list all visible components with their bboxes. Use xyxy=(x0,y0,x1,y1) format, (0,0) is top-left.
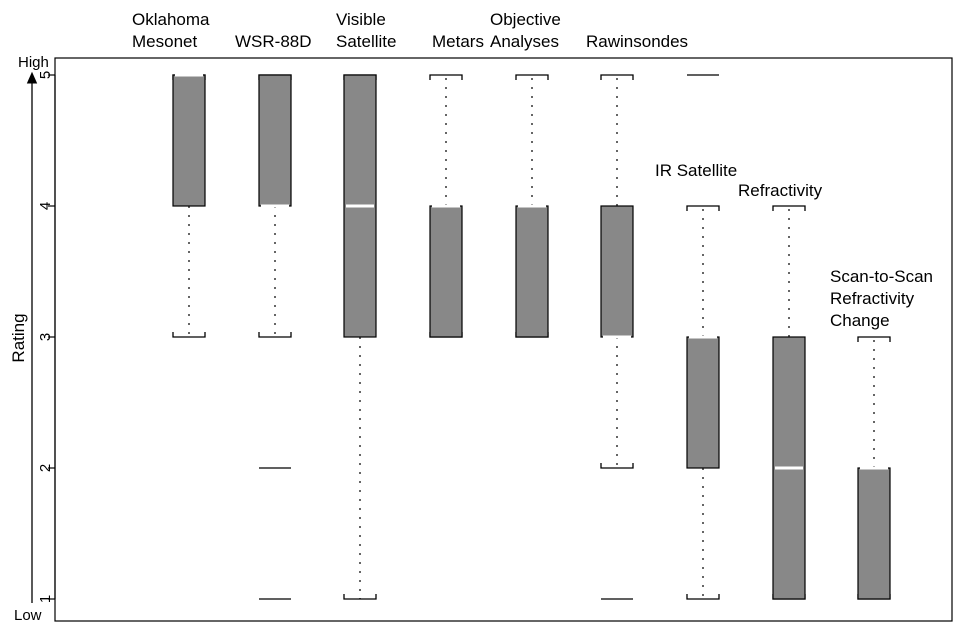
y-tick-label: 1 xyxy=(37,595,54,603)
box-5 xyxy=(600,74,634,600)
y-axis: 1 2 3 4 5 xyxy=(37,71,56,603)
boxes xyxy=(172,73,891,600)
upper-cap xyxy=(772,205,806,211)
y-tick-label: 5 xyxy=(37,71,54,79)
iqr-box xyxy=(857,467,891,600)
box-1 xyxy=(258,74,292,600)
box-8 xyxy=(857,336,891,600)
category-label: Refractivity xyxy=(830,289,915,308)
upper-cap xyxy=(429,74,463,80)
y-tick-label: 2 xyxy=(37,464,54,472)
iqr-box xyxy=(172,74,206,207)
iqr-box xyxy=(600,205,634,338)
box-4 xyxy=(515,74,549,338)
category-label: Objective xyxy=(490,10,561,29)
category-labels: Oklahoma Mesonet WSR-88D Visible Satellite Me… xyxy=(132,10,933,330)
category-label: Visible xyxy=(336,10,386,29)
lower-cap xyxy=(258,332,292,338)
y-tick-label: 3 xyxy=(37,333,54,341)
upper-cap xyxy=(600,74,634,80)
category-label: Metars xyxy=(432,32,484,51)
lower-cap xyxy=(686,594,720,600)
category-label: Rawinsondes xyxy=(586,32,688,51)
box-7 xyxy=(772,205,806,600)
category-label: Refractivity xyxy=(738,181,823,200)
upper-cap xyxy=(857,336,891,342)
category-label: Scan-to-Scan xyxy=(830,267,933,286)
category-label: WSR-88D xyxy=(235,32,312,51)
iqr-box xyxy=(258,74,292,207)
category-label: Analyses xyxy=(490,32,559,51)
category-label: Change xyxy=(830,311,890,330)
low-label: Low xyxy=(14,607,42,624)
box-0 xyxy=(172,73,206,338)
category-label: Satellite xyxy=(336,32,396,51)
y-axis-label: Rating xyxy=(9,313,28,362)
y-tick-label: 4 xyxy=(37,202,54,210)
high-label: High xyxy=(18,54,49,71)
upper-cap xyxy=(686,205,720,211)
lower-cap xyxy=(600,463,634,469)
iqr-box xyxy=(515,205,549,338)
box-3 xyxy=(429,74,463,338)
lower-cap xyxy=(343,594,377,600)
category-label: IR Satellite xyxy=(655,161,737,180)
box-2 xyxy=(343,74,377,600)
upper-cap xyxy=(515,74,549,80)
iqr-box xyxy=(429,205,463,338)
category-label: Mesonet xyxy=(132,32,197,51)
box-6 xyxy=(686,74,720,600)
category-label: Oklahoma xyxy=(132,10,210,29)
iqr-box xyxy=(686,336,720,469)
lower-cap xyxy=(172,332,206,338)
